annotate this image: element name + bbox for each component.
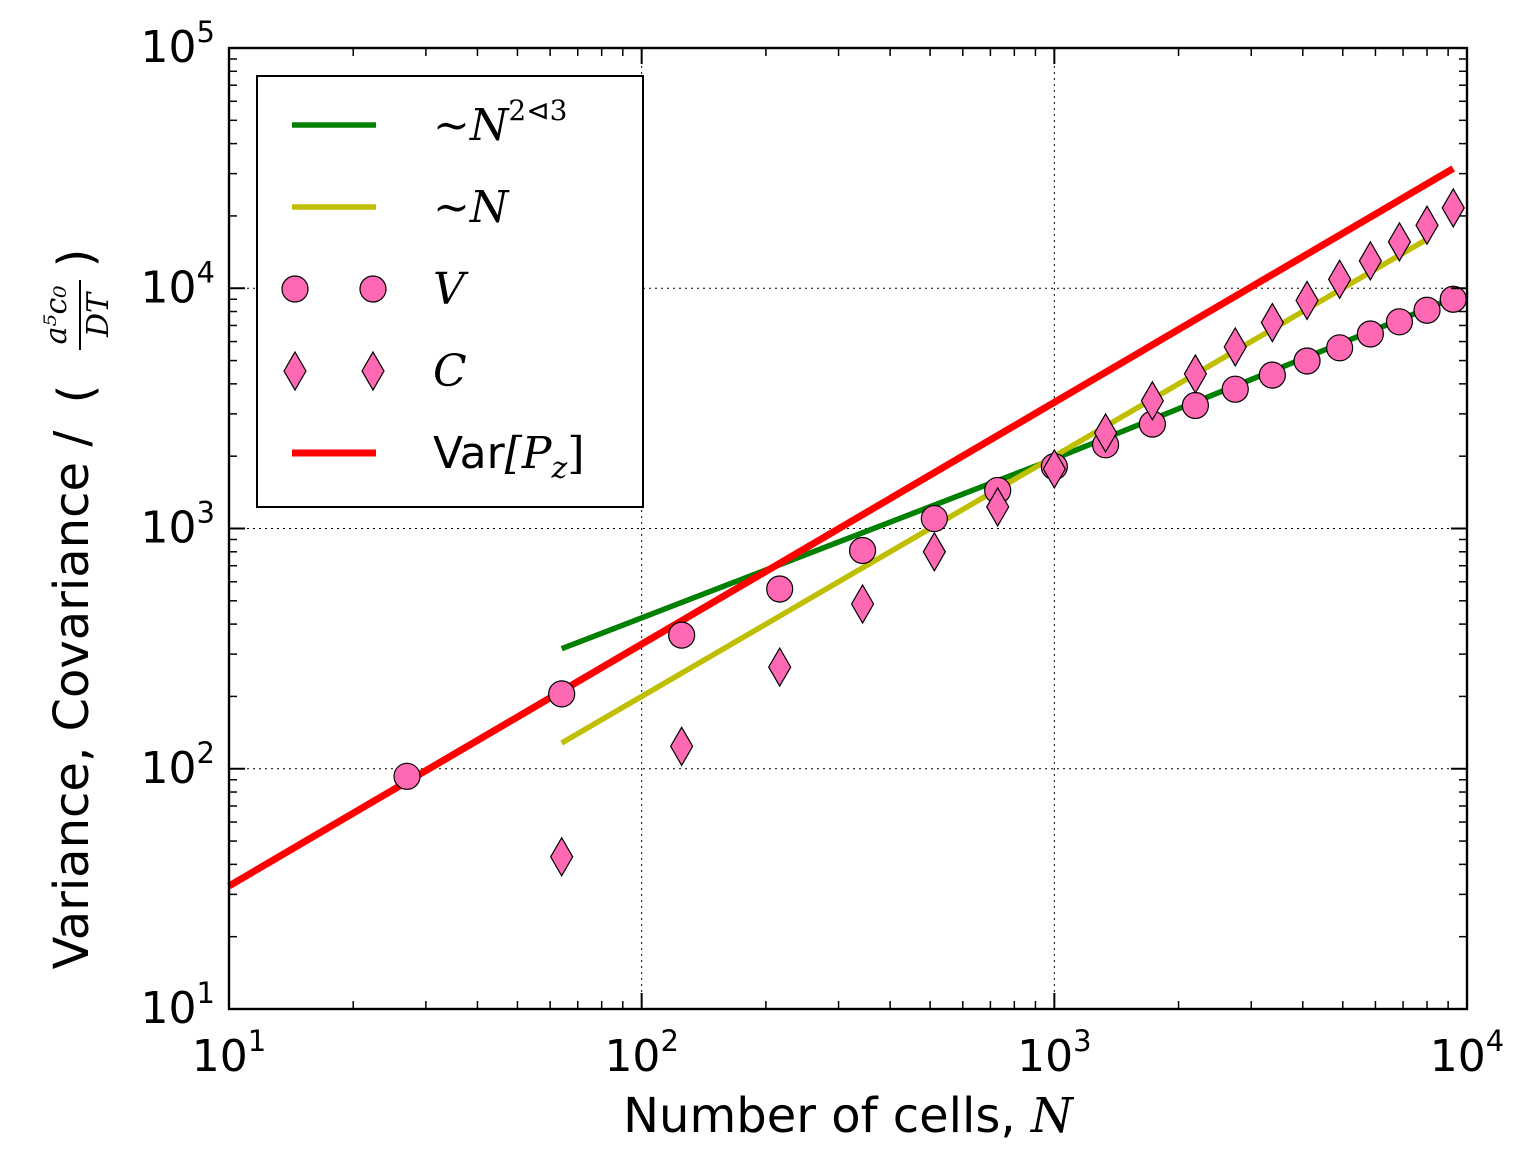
- legend-label-math: [P: [505, 428, 553, 479]
- data-point-C: [1042, 448, 1067, 490]
- data-point-V: [1385, 308, 1414, 336]
- x-tick-label-base: 10: [604, 1031, 660, 1082]
- data-point-C: [1140, 380, 1165, 422]
- legend-label-0: ∼N2⊲3: [433, 94, 567, 151]
- legend-label-sup: 2⊲3: [508, 94, 567, 127]
- y-tick-label-base: 10: [141, 743, 197, 794]
- y-tick-label-base: 10: [141, 22, 197, 73]
- data-point-V: [920, 504, 948, 533]
- data-point-C: [985, 486, 1010, 528]
- data-point-C: [1295, 280, 1319, 321]
- legend-label-prefix: ∼: [433, 182, 470, 233]
- data-point-C: [1415, 204, 1439, 246]
- series-markers: [393, 187, 1467, 878]
- legend-label-math: N: [469, 182, 510, 233]
- y-tick-label-base: 10: [141, 983, 197, 1034]
- x-axis-title-text: Number of cells,: [623, 1088, 1031, 1144]
- x-tick-label: 104: [1430, 1024, 1504, 1082]
- legend-label-suffix: ]: [567, 428, 584, 479]
- x-tick-label-base: 10: [192, 1031, 248, 1082]
- legend-box: [256, 75, 644, 508]
- data-point-V: [1439, 285, 1467, 313]
- y-tick-label: 102: [141, 736, 215, 794]
- x-tick-label-exp: 1: [248, 1024, 266, 1058]
- y-tick-label-exp: 1: [197, 976, 215, 1010]
- y-axis-paren-left: (: [48, 385, 104, 404]
- legend-label-3: C: [433, 346, 467, 397]
- data-point-V: [1356, 320, 1384, 348]
- data-point-C: [1093, 412, 1118, 454]
- legend-label-4: Var[Pz]: [433, 428, 585, 486]
- y-tick-label-exp: 5: [197, 15, 215, 49]
- x-tick-label-base: 10: [1017, 1031, 1073, 1082]
- x-axis-title: Number of cells, N: [623, 1088, 1075, 1144]
- y-tick-label-exp: 3: [197, 496, 215, 530]
- x-tick-label-exp: 4: [1486, 1024, 1504, 1058]
- legend-marker-C: [283, 350, 307, 392]
- legend-label-prefix: ∼: [433, 100, 470, 151]
- y-tick-label-base: 10: [141, 262, 197, 313]
- legend-marker-V: [359, 275, 387, 303]
- data-point-C: [767, 646, 792, 688]
- y-tick-label-exp: 2: [197, 736, 215, 770]
- data-point-V: [1221, 375, 1249, 403]
- y-axis-title: Variance, Covariance / ( a⁵c₀ DT ): [39, 249, 116, 970]
- series-line-4: [227, 165, 1456, 890]
- y-tick-label: 103: [141, 496, 215, 554]
- legend-label-1: ∼N: [433, 182, 510, 233]
- y-axis-paren-right: ): [48, 249, 104, 268]
- data-point-V: [1181, 391, 1209, 420]
- y-axis-fraction-denominator: DT: [81, 291, 116, 338]
- legend-label-2: V: [433, 264, 469, 315]
- y-tick-label-base: 10: [141, 503, 197, 554]
- x-tick-label-exp: 3: [1073, 1024, 1091, 1058]
- data-point-C: [850, 583, 875, 625]
- y-axis-fraction-numerator: a⁵c₀: [39, 286, 74, 345]
- data-point-C: [1260, 302, 1285, 343]
- x-tick-label: 102: [604, 1024, 678, 1082]
- y-axis-title-text: Variance, Covariance /: [44, 430, 100, 970]
- data-point-C: [669, 726, 694, 767]
- legend-label-math: V: [433, 264, 469, 315]
- data-point-C: [1327, 259, 1352, 300]
- data-point-V: [1293, 347, 1321, 375]
- y-tick-label: 101: [141, 976, 215, 1034]
- minor-ticks: [229, 48, 1467, 1009]
- legend-label-prefix: Var: [433, 428, 506, 479]
- x-tick-label: 103: [1017, 1024, 1091, 1082]
- data-point-V: [1258, 361, 1286, 389]
- y-tick-label: 104: [141, 255, 215, 313]
- legend-label-math: C: [433, 346, 467, 397]
- data-point-C: [1358, 240, 1383, 282]
- data-point-C: [1223, 326, 1247, 368]
- data-point-V: [393, 762, 421, 790]
- x-tick-label-exp: 2: [660, 1024, 678, 1058]
- x-axis-title-math: N: [1030, 1088, 1075, 1144]
- data-point-C: [1441, 187, 1465, 229]
- data-point-V: [1326, 334, 1354, 362]
- x-tick-label-base: 10: [1430, 1031, 1486, 1082]
- data-point-V: [766, 575, 794, 603]
- data-point-C: [549, 836, 574, 878]
- legend-label-sub: z: [551, 451, 568, 486]
- legend-marker-V: [281, 275, 309, 303]
- major-ticks: [228, 47, 1468, 1010]
- data-point-C: [922, 531, 947, 572]
- data-point-V: [848, 536, 877, 565]
- data-point-C: [1387, 221, 1412, 263]
- legend-label-math: N: [469, 100, 510, 151]
- y-tick-label-exp: 4: [197, 255, 215, 289]
- data-point-C: [1183, 353, 1208, 395]
- data-point-V: [548, 680, 576, 708]
- data-point-V: [668, 621, 696, 649]
- data-point-V: [1413, 296, 1441, 324]
- y-tick-label: 105: [141, 15, 215, 73]
- x-tick-label: 101: [192, 1024, 266, 1082]
- legend-marker-C: [361, 350, 385, 392]
